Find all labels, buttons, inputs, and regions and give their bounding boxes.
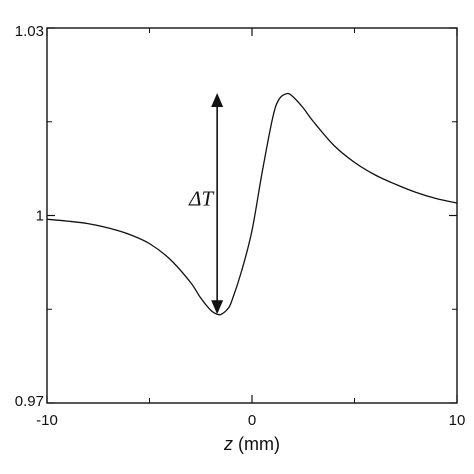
x-tick-label: 0 bbox=[248, 412, 256, 429]
tick-marks bbox=[46, 27, 458, 404]
delta-t-annotation: ΔT bbox=[188, 93, 224, 315]
y-tick-label: 1.03 bbox=[15, 23, 44, 40]
x-axis-label: z (mm) bbox=[223, 434, 280, 454]
transmittance-curve bbox=[46, 92, 458, 316]
delta-t-arrow-head-up bbox=[211, 93, 224, 107]
plot-frame bbox=[46, 27, 458, 404]
tick-labels: -10 0 10 0.97 1 1.03 bbox=[15, 23, 466, 429]
y-tick-label: 0.97 bbox=[15, 393, 44, 410]
x-tick-label: -10 bbox=[36, 412, 58, 429]
y-tick-label: 1 bbox=[36, 208, 44, 225]
x-tick-label: 10 bbox=[449, 412, 466, 429]
delta-t-label: ΔT bbox=[188, 187, 214, 211]
delta-t-arrow-head-down bbox=[211, 300, 224, 315]
